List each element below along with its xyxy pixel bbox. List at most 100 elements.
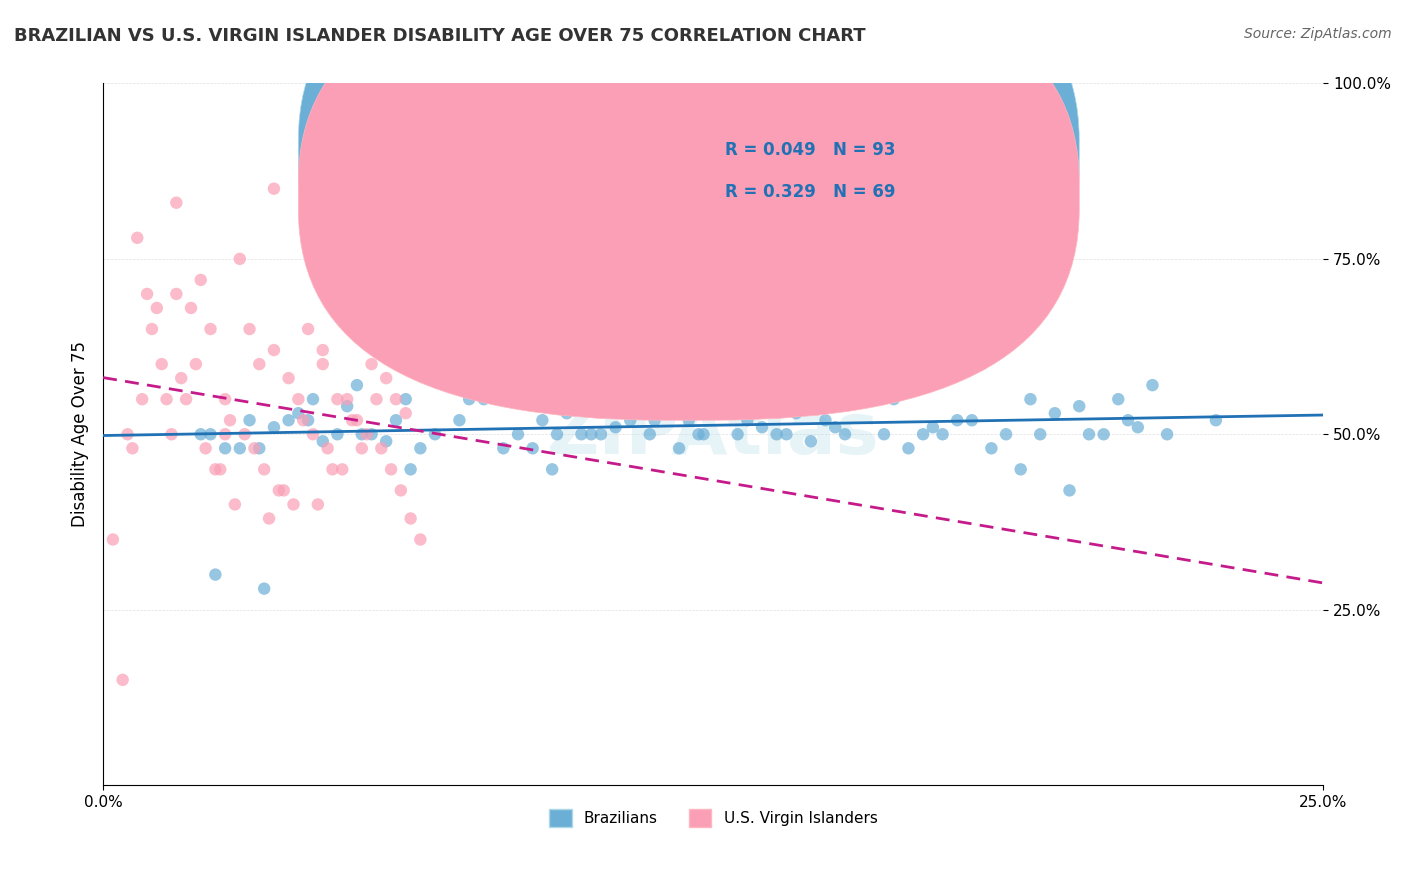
Point	[219, 413, 242, 427]
Point	[297, 413, 319, 427]
Y-axis label: Disability Age Over 75: Disability Age Over 75	[72, 342, 89, 527]
Point	[165, 195, 187, 210]
Point	[1029, 427, 1052, 442]
Point	[247, 442, 270, 456]
Point	[897, 442, 920, 456]
Point	[579, 427, 602, 442]
Text: BRAZILIAN VS U.S. VIRGIN ISLANDER DISABILITY AGE OVER 75 CORRELATION CHART: BRAZILIAN VS U.S. VIRGIN ISLANDER DISABI…	[14, 27, 866, 45]
Point	[312, 357, 335, 371]
Point	[619, 413, 641, 427]
Point	[692, 427, 714, 442]
Point	[409, 533, 432, 547]
Point	[370, 442, 392, 456]
Point	[214, 427, 236, 442]
Point	[834, 427, 856, 442]
Point	[263, 420, 285, 434]
Point	[150, 357, 173, 371]
FancyBboxPatch shape	[298, 0, 1080, 420]
Point	[702, 399, 724, 413]
Point	[395, 406, 418, 420]
Point	[204, 462, 226, 476]
Point	[257, 511, 280, 525]
Point	[360, 427, 382, 442]
Point	[127, 231, 149, 245]
Point	[214, 442, 236, 456]
Point	[506, 427, 529, 442]
Point	[995, 427, 1018, 442]
FancyBboxPatch shape	[298, 0, 1080, 378]
Point	[209, 462, 232, 476]
Point	[346, 413, 368, 427]
Point	[555, 406, 578, 420]
Point	[1116, 413, 1139, 427]
Point	[283, 498, 305, 512]
Point	[960, 413, 983, 427]
Point	[263, 182, 285, 196]
Point	[247, 357, 270, 371]
Point	[360, 357, 382, 371]
FancyBboxPatch shape	[640, 126, 969, 238]
Point	[273, 483, 295, 498]
Point	[1059, 483, 1081, 498]
Point	[253, 462, 276, 476]
Point	[1069, 399, 1091, 413]
Point	[253, 582, 276, 596]
Point	[346, 378, 368, 392]
Point	[277, 371, 299, 385]
Point	[229, 442, 252, 456]
Point	[399, 511, 422, 525]
Point	[307, 498, 329, 512]
Point	[727, 427, 749, 442]
Point	[1010, 462, 1032, 476]
Point	[814, 413, 837, 427]
Point	[1156, 427, 1178, 442]
Point	[800, 434, 823, 449]
Point	[751, 420, 773, 434]
Point	[1092, 427, 1115, 442]
Point	[330, 462, 353, 476]
Point	[395, 392, 418, 407]
Point	[946, 413, 969, 427]
Point	[741, 406, 763, 420]
Point	[297, 322, 319, 336]
Point	[204, 567, 226, 582]
Point	[1205, 413, 1227, 427]
Point	[200, 322, 222, 336]
Point	[214, 392, 236, 407]
Text: ZIPAtlas: ZIPAtlas	[547, 400, 880, 469]
Point	[589, 427, 612, 442]
Point	[326, 427, 349, 442]
Point	[360, 301, 382, 315]
Point	[375, 434, 398, 449]
Point	[399, 462, 422, 476]
Point	[863, 392, 886, 407]
Point	[737, 413, 759, 427]
Point	[326, 392, 349, 407]
Point	[389, 483, 412, 498]
Point	[824, 420, 846, 434]
Point	[717, 392, 740, 407]
Point	[449, 413, 471, 427]
Point	[321, 462, 343, 476]
Point	[541, 462, 564, 476]
Point	[970, 357, 993, 371]
Point	[350, 442, 373, 456]
Point	[409, 343, 432, 357]
Point	[155, 392, 177, 407]
Point	[180, 301, 202, 315]
Point	[136, 287, 159, 301]
Point	[117, 427, 139, 442]
Point	[678, 413, 700, 427]
Point	[883, 392, 905, 407]
Point	[146, 301, 169, 315]
Point	[111, 673, 134, 687]
Point	[380, 462, 402, 476]
Point	[385, 392, 408, 407]
Point	[121, 442, 143, 456]
Point	[472, 392, 495, 407]
Point	[458, 392, 481, 407]
Point	[165, 287, 187, 301]
Point	[184, 357, 207, 371]
Point	[921, 420, 943, 434]
Point	[312, 343, 335, 357]
